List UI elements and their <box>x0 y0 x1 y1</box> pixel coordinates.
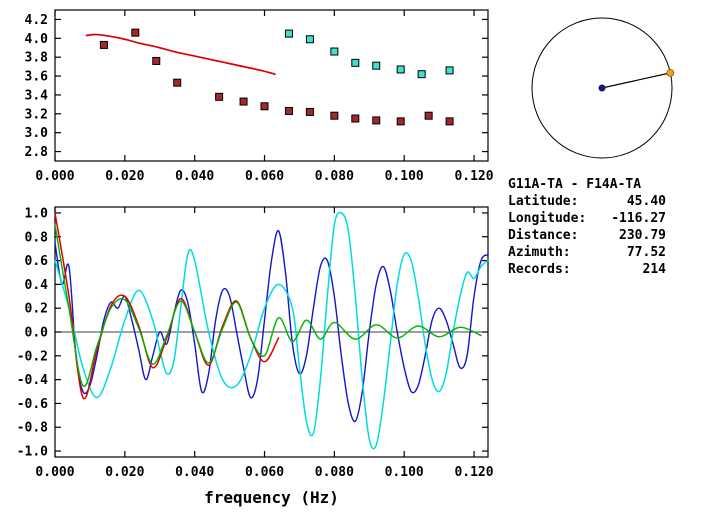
longitude-label: Longitude: <box>508 211 587 226</box>
y-tick-label: 3.6 <box>25 70 49 85</box>
azimuth-compass <box>531 17 675 159</box>
azimuth-circle <box>531 17 673 159</box>
records-value: 214 <box>642 262 666 277</box>
info-row-longitude: Longitude: -116.27 <box>508 210 666 227</box>
measured-velocity-red-squares-marker <box>215 92 224 101</box>
measured-velocity-cyan-squares-marker <box>445 66 454 75</box>
x-tick-label: 0.080 <box>315 169 354 184</box>
azimuth-label: Azimuth: <box>508 245 571 260</box>
measured-velocity-cyan-squares-marker <box>372 61 381 70</box>
measured-velocity-cyan-squares-marker <box>351 58 360 67</box>
measured-velocity-cyan-squares-marker <box>330 47 339 56</box>
y-tick-label: 0.2 <box>25 302 48 317</box>
y-tick-label: -0.8 <box>17 421 48 436</box>
waveform-chart: 0.000 0.020 0.040 0.060 0.080 0.100 0.120 -1.0 -… <box>17 206 494 507</box>
x-tick-label: 0.020 <box>105 169 144 184</box>
y-tick-label: 0.4 <box>25 278 49 293</box>
info-row-distance: Distance: 230.79 <box>508 227 666 244</box>
longitude-value: -116.27 <box>611 211 666 226</box>
measured-velocity-red-squares-marker <box>152 56 161 65</box>
y-tick-label: -0.4 <box>17 373 48 388</box>
x-axis-label: frequency (Hz) <box>204 488 339 507</box>
measured-velocity-red-squares-marker <box>424 111 433 120</box>
x-tick-label: 0.000 <box>35 465 74 480</box>
dispersion-chart-frame <box>54 9 489 162</box>
y-tick-label: -0.6 <box>17 397 48 412</box>
y-tick-label: 3.2 <box>25 107 48 122</box>
measured-velocity-red-squares-marker <box>351 114 360 123</box>
x-tick-label: 0.060 <box>245 465 284 480</box>
measured-velocity-red-squares-marker <box>239 97 248 106</box>
y-tick-label: 4.0 <box>25 32 49 47</box>
measured-velocity-red-squares-marker <box>396 117 405 126</box>
info-row-latitude: Latitude: 45.40 <box>508 193 666 210</box>
measured-velocity-red-squares-marker <box>99 40 108 49</box>
x-tick-label: 0.040 <box>175 169 214 184</box>
y-tick-label: -1.0 <box>17 445 48 460</box>
measured-velocity-red-squares-marker <box>173 78 182 87</box>
records-label: Records: <box>508 262 571 277</box>
y-tick-label: -0.2 <box>17 349 48 364</box>
azimuth-line <box>601 72 671 89</box>
info-row-records: Records: 214 <box>508 261 666 278</box>
measured-velocity-red-squares-marker <box>305 107 314 116</box>
dispersion-chart: 0.000 0.020 0.040 0.060 0.080 0.100 0.120 2.8 3.… <box>25 9 494 184</box>
latitude-value: 45.40 <box>626 194 666 209</box>
smoothed-spectrum-green <box>54 224 482 387</box>
y-tick-label: 0.6 <box>25 254 49 269</box>
measured-velocity-red-squares-marker <box>260 102 269 111</box>
x-tick-label: 0.060 <box>245 169 284 184</box>
y-tick-label: 3.8 <box>25 51 49 66</box>
y-tick-label: 0.0 <box>25 326 49 341</box>
measured-velocity-cyan-squares-marker <box>305 35 314 44</box>
y-tick-label: 0.8 <box>25 230 49 245</box>
measured-velocity-red-squares-marker <box>284 106 293 115</box>
distance-label: Distance: <box>508 228 579 243</box>
y-tick-label: 3.0 <box>25 126 49 141</box>
x-tick-label: 0.100 <box>385 169 424 184</box>
x-tick-label: 0.020 <box>105 465 144 480</box>
x-tick-label: 0.100 <box>385 465 424 480</box>
y-tick-label: 4.2 <box>25 13 48 28</box>
measured-velocity-red-squares-marker <box>445 117 454 126</box>
measured-velocity-red-squares-marker <box>131 28 140 37</box>
measured-velocity-cyan-squares-marker <box>284 29 293 38</box>
station-info-panel: G11A-TA - F14A-TA Latitude: 45.40 Longit… <box>508 176 666 278</box>
azimuth-value: 77.52 <box>626 245 666 260</box>
distance-value: 230.79 <box>619 228 666 243</box>
info-row-azimuth: Azimuth: 77.52 <box>508 244 666 261</box>
x-tick-label: 0.120 <box>454 169 493 184</box>
x-tick-label: 0.000 <box>35 169 74 184</box>
measured-velocity-cyan-squares-marker <box>396 65 405 74</box>
y-tick-label: 3.4 <box>25 88 49 103</box>
station-edge-dot <box>666 68 675 77</box>
x-tick-label: 0.120 <box>454 465 493 480</box>
reference-dispersion-curve <box>85 33 276 76</box>
y-tick-label: 1.0 <box>25 206 49 221</box>
station-center-dot <box>598 84 606 92</box>
measured-velocity-red-squares-marker <box>330 111 339 120</box>
x-tick-label: 0.080 <box>315 465 354 480</box>
measured-velocity-red-squares-marker <box>372 116 381 125</box>
measured-velocity-cyan-squares-marker <box>417 70 426 79</box>
latitude-label: Latitude: <box>508 194 579 209</box>
cross-spectrum-cyan <box>54 211 489 450</box>
station-pair-title: G11A-TA - F14A-TA <box>508 177 642 192</box>
y-tick-label: 2.8 <box>25 145 49 160</box>
x-tick-label: 0.040 <box>175 465 214 480</box>
